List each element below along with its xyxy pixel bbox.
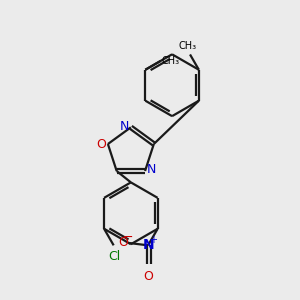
- Text: −: −: [122, 231, 133, 244]
- Text: O: O: [119, 236, 129, 249]
- Text: CH₃: CH₃: [162, 56, 180, 66]
- Text: N: N: [120, 120, 129, 133]
- Text: N: N: [142, 238, 154, 252]
- Text: O: O: [143, 270, 153, 283]
- Text: O: O: [97, 137, 106, 151]
- Text: N: N: [147, 163, 156, 176]
- Text: +: +: [149, 235, 158, 245]
- Text: CH₃: CH₃: [178, 40, 196, 51]
- Text: Cl: Cl: [108, 250, 120, 263]
